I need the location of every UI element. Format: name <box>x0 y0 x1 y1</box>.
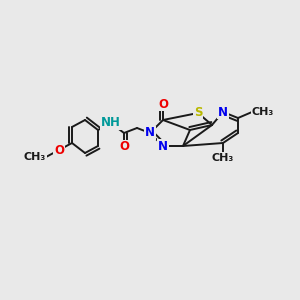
Text: N: N <box>218 106 228 118</box>
Text: NH: NH <box>101 116 121 130</box>
Text: CH₃: CH₃ <box>24 152 46 162</box>
Text: N: N <box>158 140 168 152</box>
Text: S: S <box>194 106 202 119</box>
Text: O: O <box>54 143 64 157</box>
Text: O: O <box>158 98 168 110</box>
Text: CH₃: CH₃ <box>212 153 234 163</box>
Text: O: O <box>119 140 129 154</box>
Text: CH₃: CH₃ <box>252 107 274 117</box>
Text: N: N <box>145 127 155 140</box>
